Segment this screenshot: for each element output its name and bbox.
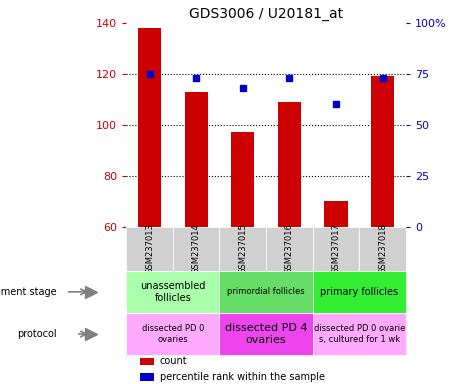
Bar — [220, 271, 313, 313]
Text: GSM237013: GSM237013 — [145, 223, 154, 274]
Bar — [140, 358, 154, 365]
Text: GSM237015: GSM237015 — [238, 223, 247, 274]
Bar — [184, 92, 208, 227]
Text: GSM237016: GSM237016 — [285, 223, 294, 274]
Text: GSM237017: GSM237017 — [331, 223, 341, 274]
Bar — [126, 271, 220, 313]
Text: count: count — [160, 356, 188, 366]
Bar — [371, 76, 394, 227]
Bar — [126, 227, 173, 271]
Bar — [220, 313, 313, 355]
Text: primordial follicles: primordial follicles — [227, 287, 305, 296]
Text: GSM237014: GSM237014 — [192, 223, 201, 274]
Text: dissected PD 0
ovaries: dissected PD 0 ovaries — [142, 324, 204, 344]
Text: GSM237018: GSM237018 — [378, 223, 387, 274]
Bar — [173, 227, 220, 271]
Text: primary follicles: primary follicles — [320, 287, 398, 297]
Bar — [231, 132, 254, 227]
Text: protocol: protocol — [17, 329, 57, 339]
Text: development stage: development stage — [0, 287, 57, 297]
Bar — [266, 227, 313, 271]
Title: GDS3006 / U20181_at: GDS3006 / U20181_at — [189, 7, 343, 21]
Bar — [278, 102, 301, 227]
Text: dissected PD 4
ovaries: dissected PD 4 ovaries — [225, 323, 307, 345]
Bar — [220, 227, 266, 271]
Bar — [324, 201, 348, 227]
Bar — [138, 28, 161, 227]
Bar — [140, 373, 154, 381]
Bar — [313, 313, 406, 355]
Bar — [126, 313, 220, 355]
Bar — [313, 227, 359, 271]
Text: percentile rank within the sample: percentile rank within the sample — [160, 372, 325, 382]
Text: unassembled
follicles: unassembled follicles — [140, 281, 206, 303]
Bar — [359, 227, 406, 271]
Text: dissected PD 0 ovarie
s, cultured for 1 wk: dissected PD 0 ovarie s, cultured for 1 … — [313, 324, 405, 344]
Bar — [313, 271, 406, 313]
